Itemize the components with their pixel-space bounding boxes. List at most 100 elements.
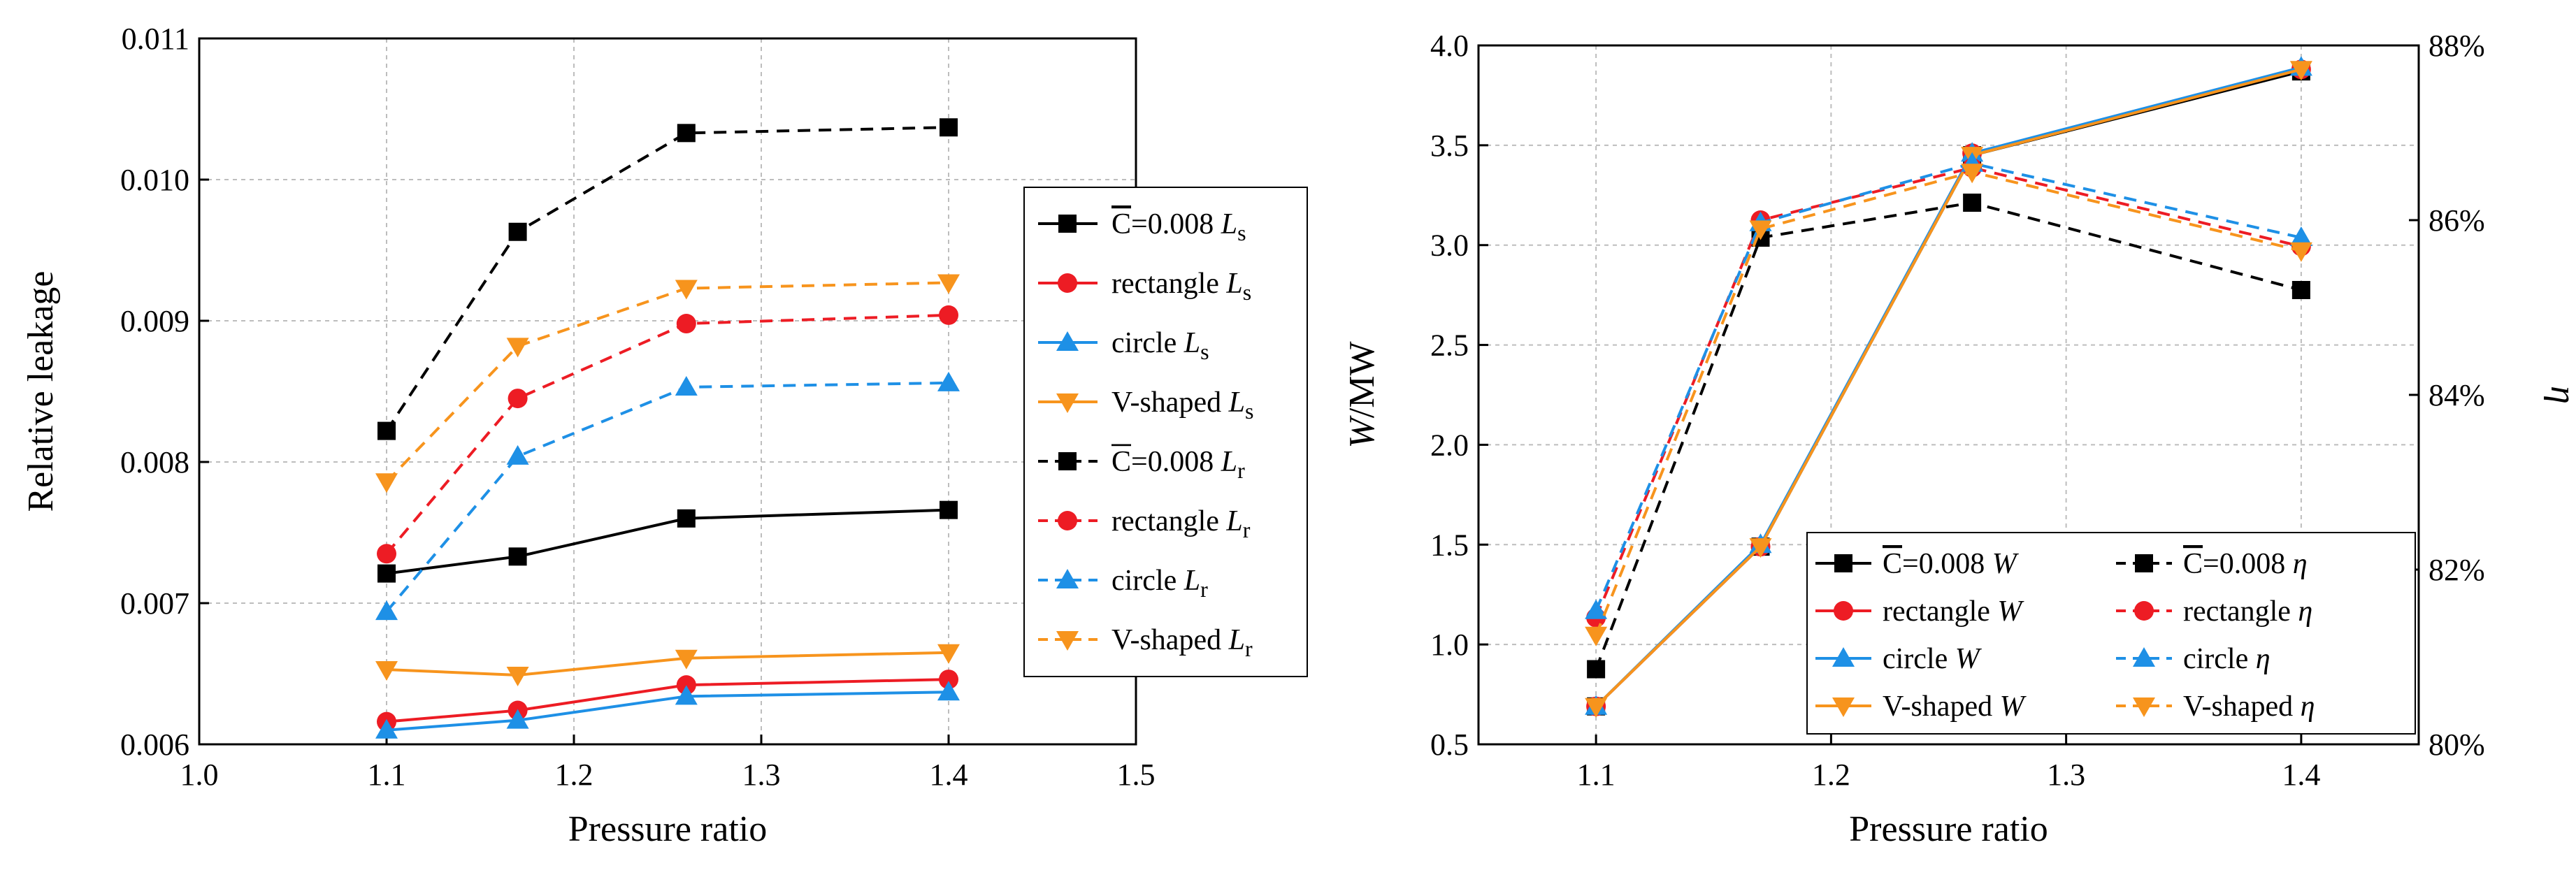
data-point-rect_Ls: [676, 675, 696, 695]
series-line-rect_eta: [1595, 166, 2302, 619]
legend-swatch-marker: [1056, 631, 1079, 651]
series-v_Lr: [375, 274, 960, 493]
legend-subscript: s: [1245, 398, 1253, 424]
data-point-v_Ls: [675, 649, 698, 670]
legend-label: C=0.008 η: [2183, 548, 2308, 580]
y-axis-symbol: W: [1342, 415, 1382, 449]
x-tick-label: 1.1: [368, 758, 406, 792]
legend-label: rectangle W: [1883, 595, 2024, 628]
legend-label: C=0.008 W: [1883, 548, 2020, 580]
legend-label: circle Ls: [1111, 327, 1209, 364]
series-line-circ_eta: [1595, 161, 2302, 612]
x-tick-label: 1.4: [930, 758, 968, 792]
legend-swatch-marker: [1832, 647, 1855, 667]
legend-swatch-marker: [2135, 554, 2153, 572]
data-point-rect_Lr: [508, 389, 528, 409]
legend-c-value: =0.008: [1131, 208, 1221, 240]
data-point-v_W: [1585, 697, 1608, 718]
legend-swatch-marker: [1058, 511, 1077, 530]
legend-label: V-shaped W: [1883, 691, 2027, 723]
data-point-circ_Lr: [937, 371, 960, 391]
series-line-v_W: [1595, 68, 2302, 708]
legend-symbol: L: [1225, 268, 1242, 300]
legend-label: circle Lr: [1111, 565, 1208, 602]
legend-box: [1023, 187, 1308, 677]
data-point-v_eta: [2289, 242, 2312, 262]
data-point-v_Lr: [506, 338, 529, 358]
y-tick-label: 3.5: [1430, 129, 1469, 163]
plot-frame: [198, 37, 1137, 746]
legend-swatch-marker: [1056, 331, 1079, 351]
data-point-circ_Lr: [675, 375, 698, 396]
data-point-v_Ls: [506, 667, 529, 687]
series-base_eta: [1587, 194, 2310, 679]
data-point-circ_Ls: [506, 709, 529, 729]
legend-prefix: rectangle: [1111, 268, 1226, 300]
series-circ_Ls: [375, 681, 960, 739]
legend-swatch-marker: [2133, 647, 2155, 667]
x-tick-label: 1.2: [1812, 758, 1850, 792]
y2-tick-label: 88%: [2429, 29, 2485, 63]
legend-symbol: η: [2301, 691, 2315, 723]
legend-prefix: rectangle: [2183, 595, 2298, 628]
series-v_eta: [1585, 164, 2312, 646]
legend-c-bar: C: [1883, 548, 1902, 580]
data-point-base_Ls: [677, 509, 696, 528]
data-point-v_eta: [1961, 164, 1984, 184]
y-tick-label: 3.0: [1430, 229, 1469, 263]
y-tick-label: 0.008: [120, 445, 189, 479]
legend-prefix: circle: [1111, 565, 1184, 597]
data-point-rect_Lr: [939, 305, 958, 325]
legend-symbol: L: [1183, 327, 1200, 359]
data-point-circ_Lr: [375, 600, 398, 621]
data-point-rect_Lr: [676, 314, 696, 334]
legend-symbol: W: [1997, 595, 2024, 628]
legend-label: rectangle η: [2183, 595, 2312, 628]
legend-subscript: r: [1237, 458, 1245, 483]
legend-symbol: L: [1183, 565, 1200, 597]
y-axis-label: W/MW: [1342, 341, 1382, 448]
legend-symbol: W: [1992, 548, 2020, 580]
series-circ_Lr: [375, 371, 960, 621]
legend-label: V-shaped Lr: [1111, 624, 1253, 661]
legend-subscript: r: [1200, 577, 1208, 602]
leakage-chart: 1.0 1.1 1.2 1.3 1.4 1.5 0.006 0.007 0.008 0.009 0.…: [21, 22, 1308, 849]
legend-symbol: L: [1221, 446, 1237, 478]
legend-prefix: V-shaped: [1111, 624, 1229, 656]
legend-symbol: L: [1221, 208, 1237, 240]
legend-c-bar: C: [1111, 446, 1131, 478]
legend-label: V-shaped η: [2183, 691, 2315, 723]
series-line-circ_Ls: [386, 691, 949, 732]
legend-symbol: L: [1228, 386, 1245, 419]
y-tick-label: 0.006: [120, 728, 189, 762]
data-point-circ_Ls: [375, 718, 398, 739]
data-point-v_eta: [1749, 220, 1772, 240]
legend-symbol: W: [2000, 691, 2027, 723]
legend-c-value: =0.008: [1902, 548, 1992, 580]
data-point-v_W: [2289, 61, 2312, 81]
data-point-v_eta: [1585, 626, 1608, 646]
series-line-v_Lr: [385, 281, 949, 483]
y2-axis-label: η: [2543, 386, 2576, 404]
x-axis-label: Pressure ratio: [568, 809, 767, 849]
series-line-base_Ls: [386, 508, 949, 575]
legend-symbol: L: [1225, 505, 1242, 537]
y-tick-label: 0.010: [120, 163, 189, 197]
legend-prefix: V-shaped: [1883, 691, 2000, 723]
data-point-circ_Ls: [937, 681, 960, 701]
series-v_Ls: [375, 644, 960, 687]
series-line-base_eta: [1595, 201, 2302, 670]
legend-box: [1806, 532, 2416, 735]
data-point-circ_eta: [2289, 226, 2312, 246]
legend-subscript: r: [1245, 636, 1253, 661]
data-point-v_Lr: [675, 280, 698, 300]
y2-tick-label: 86%: [2429, 203, 2485, 238]
y-tick-label: 0.007: [120, 586, 189, 621]
legend-subscript: s: [1200, 339, 1209, 364]
legend-label: circle W: [1883, 643, 1983, 675]
series-line-circ_Lr: [385, 381, 949, 613]
data-point-base_eta: [1587, 660, 1606, 679]
legend-swatch-marker: [1834, 554, 1852, 572]
